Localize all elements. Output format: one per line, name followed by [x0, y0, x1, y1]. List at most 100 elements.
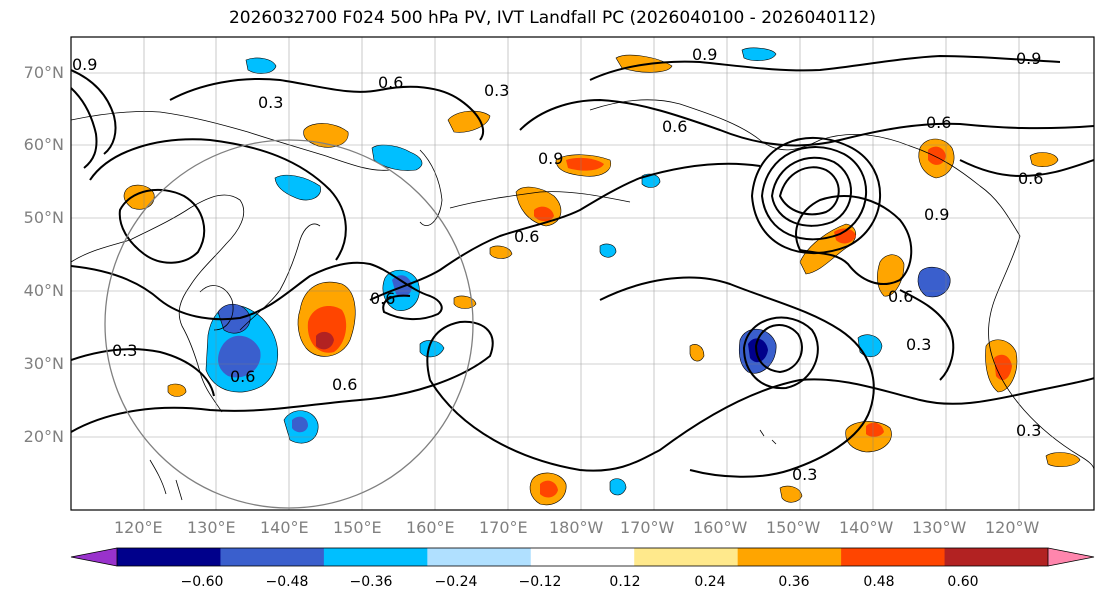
contour-alaska-loop: [795, 195, 913, 285]
colorbar-tick-6: 0.12: [609, 574, 641, 590]
neg-blob-small-3: [609, 478, 627, 496]
lon-label-130e: 130°E: [187, 518, 236, 537]
contour-arctic-2: [519, 98, 1094, 147]
contour-label-3: 0.6: [378, 73, 403, 92]
coast-asia-east: [71, 194, 245, 413]
colorbar-segment-8: [841, 548, 946, 566]
ivt-contours: [71, 54, 1094, 478]
lon-label-120w: 120°W: [985, 518, 1040, 537]
contour-south-west: [71, 348, 215, 397]
colorbar: [70, 547, 1095, 567]
contour-label-7: 0.6: [926, 113, 951, 132]
lon-label-140e: 140°E: [260, 518, 309, 537]
pv-anomaly-shading: [123, 47, 1081, 506]
contour-label-20: 0.6: [230, 367, 255, 386]
colorbar-segment-7: [737, 548, 842, 566]
neg-blob-small-5: [741, 47, 777, 61]
landfall-circle: [104, 139, 474, 509]
contour-label-2: 0.3: [258, 93, 283, 112]
colorbar-tick-10: 0.60: [947, 574, 979, 590]
neg-blob-sakhalin: [274, 174, 321, 201]
pos-blob-hawaii-core: [866, 422, 884, 437]
neg-blob-arctic: [245, 57, 277, 74]
lon-label-180w: 180°W: [549, 518, 604, 537]
contour-labels: 0.9 0.3 0.6 0.3 0.9 0.6 0.6 0.9 0.9 0.6 …: [72, 45, 1043, 484]
pos-blob-california-core: [994, 354, 1012, 381]
contour-mid-latitude: [71, 261, 443, 321]
contour-far-west: [71, 87, 98, 169]
contour-label-18: 0.3: [1016, 421, 1041, 440]
lat-label-30n: 30°N: [23, 354, 64, 373]
contour-sub-low-4: [750, 136, 882, 255]
pos-blob-east-pacific: [877, 254, 905, 297]
colorbar-extend-outline-right: [1047, 547, 1095, 567]
contour-mid-2: [369, 162, 761, 301]
colorbar-extend-outline: [70, 547, 118, 567]
pos-blob-small-7: [1045, 452, 1081, 467]
colorbar-segment-2: [220, 548, 325, 566]
contour-east-coast: [899, 289, 955, 381]
colorbar-tick-5: −0.12: [518, 574, 562, 590]
contour-far-west-2: [71, 69, 117, 155]
pos-blob-bering-core: [566, 157, 604, 171]
pos-blob-japan-sea-core: [316, 331, 334, 350]
lat-label-70n: 70°N: [23, 63, 64, 82]
contour-south-large: [71, 320, 1094, 472]
contour-label-13: 0.3: [112, 341, 137, 360]
lat-label-60n: 60°N: [23, 135, 64, 154]
pos-blob-small-3: [167, 383, 187, 397]
neg-blob-small-1: [599, 243, 617, 258]
colorbar-extend-low: [71, 548, 117, 566]
colorbar-segment-1: [117, 548, 221, 566]
contour-label-11: 0.6: [370, 289, 395, 308]
contour-label-4: 0.3: [484, 81, 509, 100]
pos-blob-alaska-core: [928, 146, 946, 165]
contour-label-17: 0.3: [792, 465, 817, 484]
pos-blob-small-4: [689, 344, 705, 362]
coast-north-america-west: [988, 235, 1094, 471]
colorbar-segment-6: [634, 548, 739, 566]
contour-sub-low-2: [770, 156, 852, 227]
colorbar-segment-5: [530, 548, 635, 566]
lon-label-140w: 140°W: [839, 518, 894, 537]
lon-label-160e: 160°E: [406, 518, 455, 537]
colorbar-tick-2: −0.48: [265, 574, 309, 590]
lat-label-20n: 20°N: [23, 427, 64, 446]
coast-kamchatka: [419, 149, 443, 226]
contour-sub-low-1: [778, 166, 840, 216]
lon-label-160w: 160°W: [693, 518, 748, 537]
contour-central-pacific-wide: [599, 276, 875, 478]
map-title: 2026032700 F024 500 hPa PV, IVT Landfall…: [228, 8, 876, 28]
colorbar-segment-4: [427, 548, 532, 566]
lon-label-120e: 120°E: [114, 518, 163, 537]
pos-blob-small-1: [489, 245, 513, 259]
pos-blob-china: [123, 184, 155, 210]
neg-blob-okhotsk: [371, 144, 423, 171]
contour-central-pacific-outer: [742, 316, 819, 390]
lon-label-150w: 150°W: [766, 518, 821, 537]
map-frame: [70, 36, 1095, 511]
contour-label-19: 0.9: [1016, 49, 1041, 68]
neg-blob-small-2: [419, 340, 445, 358]
coast-hawaii: [759, 429, 777, 445]
contour-label-9: 0.9: [924, 205, 949, 224]
contour-label-8: 0.9: [538, 149, 563, 168]
contour-central-pacific-low: [754, 324, 803, 374]
contour-east-coast-2: [959, 159, 1094, 178]
lat-label-50n: 50°N: [23, 208, 64, 227]
graticule: [71, 37, 1094, 510]
pos-blob-small-5: [779, 485, 803, 503]
coast-korea: [199, 285, 234, 331]
colorbar-segment-3: [323, 548, 428, 566]
coast-asia-north: [71, 111, 391, 171]
colorbar-tick-4: −0.24: [434, 574, 478, 590]
neg-blob-east-2: [857, 334, 883, 358]
contour-west-loop: [118, 188, 206, 264]
colorbar-tick-8: 0.36: [778, 574, 810, 590]
contour-label-5: 0.9: [692, 45, 717, 64]
pos-blob-small-2: [453, 295, 477, 309]
pos-blob-small-6: [1029, 152, 1059, 167]
pos-blob-south-1-core: [540, 480, 558, 498]
neg-blob-south-core: [292, 416, 308, 433]
pos-blob-kamchatka: [447, 110, 491, 133]
